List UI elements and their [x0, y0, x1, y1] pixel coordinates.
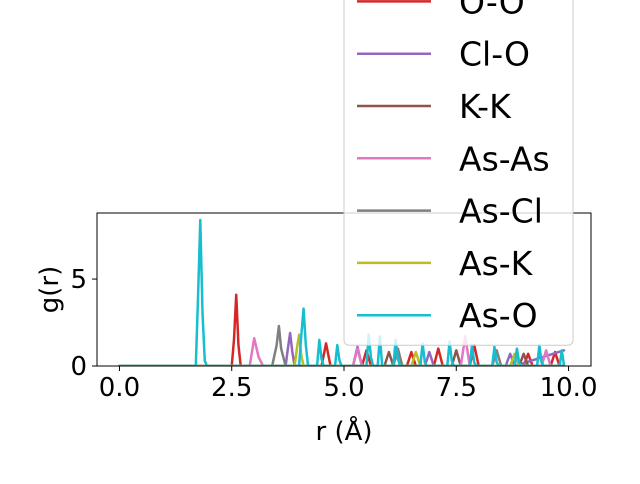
series-line-as-as: [118, 335, 566, 366]
series-layer: [118, 218, 566, 366]
y-axis-label: g(r): [35, 266, 65, 313]
legend: O-O Cl-O K-K As-As As-Cl As-K As-O: [343, 0, 574, 346]
x-tick-label: 7.5: [436, 373, 477, 403]
x-tick-label: 0.0: [99, 373, 140, 403]
legend-label-as-o: As-O: [459, 296, 538, 335]
x-axis-label: r (Å): [315, 415, 372, 447]
x-tick-label: 5.0: [323, 373, 364, 403]
legend-label-as-k: As-K: [459, 244, 534, 283]
x-tick-label: 10.0: [540, 373, 598, 403]
series-line-as-cl: [118, 324, 566, 366]
y-tick-layer: 05: [70, 265, 97, 382]
y-tick-label: 5: [70, 265, 87, 295]
legend-label-as-as: As-As: [459, 139, 550, 178]
legend-label-o-o: O-O: [459, 0, 525, 21]
x-tick-layer: 0.0 2.5 5.0 7.5 10.0: [99, 366, 598, 403]
legend-box: [343, 0, 574, 346]
legend-label-cl-o: Cl-O: [459, 35, 530, 74]
series-line-k-k: [118, 349, 566, 366]
legend-label-as-cl: As-Cl: [459, 192, 543, 231]
x-tick-label: 2.5: [211, 373, 252, 403]
series-line-o-o: [118, 293, 566, 366]
y-tick-label: 0: [70, 352, 87, 382]
series-line-as-k: [118, 333, 566, 366]
legend-label-k-k: K-K: [459, 87, 512, 126]
series-line-as-o: [118, 218, 566, 366]
